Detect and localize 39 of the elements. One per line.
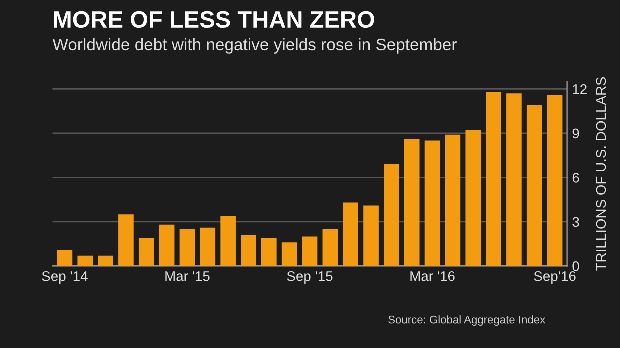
- chart-title: MORE OF LESS THAN ZERO: [54, 11, 374, 28]
- y-tick-label: 6: [572, 173, 580, 183]
- bar: [526, 105, 542, 266]
- bar: [404, 139, 420, 266]
- bar: [138, 238, 154, 266]
- bar: [262, 238, 277, 266]
- x-tick-label: Sep'16: [534, 271, 576, 284]
- x-tick-label: Sep '15: [287, 271, 333, 284]
- bar: [180, 229, 196, 266]
- bar: [322, 229, 338, 266]
- bar: [302, 236, 318, 266]
- bar: [466, 130, 482, 266]
- bar: [506, 94, 522, 266]
- bar: [78, 256, 94, 266]
- bar: [159, 224, 175, 266]
- bar: [343, 202, 358, 266]
- bar: [547, 95, 563, 266]
- y-tick-label: 0: [572, 262, 580, 272]
- bar: [220, 216, 236, 266]
- y-axis-title: TRILLIONS OF U.S. DOLLARS: [596, 77, 606, 271]
- bar: [445, 134, 461, 266]
- bar: [424, 140, 440, 266]
- x-tick-label: Mar '16: [410, 271, 455, 282]
- y-tick-label: 12: [573, 84, 587, 94]
- y-tick-label: 9: [572, 128, 580, 139]
- bar: [364, 206, 379, 266]
- y-tick-label: 3: [572, 217, 580, 228]
- bar: [118, 214, 134, 266]
- bar: [200, 228, 216, 266]
- bar: [384, 164, 400, 266]
- bar: [98, 256, 114, 266]
- chart-subtitle: Worldwide debt with negative yields rose in September: [52, 38, 457, 54]
- x-tick-label: Sep '14: [42, 271, 88, 284]
- bar: [486, 92, 502, 266]
- x-tick-label: Mar '15: [166, 272, 210, 282]
- bar: [282, 242, 298, 266]
- bar: [57, 250, 73, 266]
- source-note: Source: Global Aggregate Index: [388, 316, 546, 326]
- bar: [241, 235, 256, 266]
